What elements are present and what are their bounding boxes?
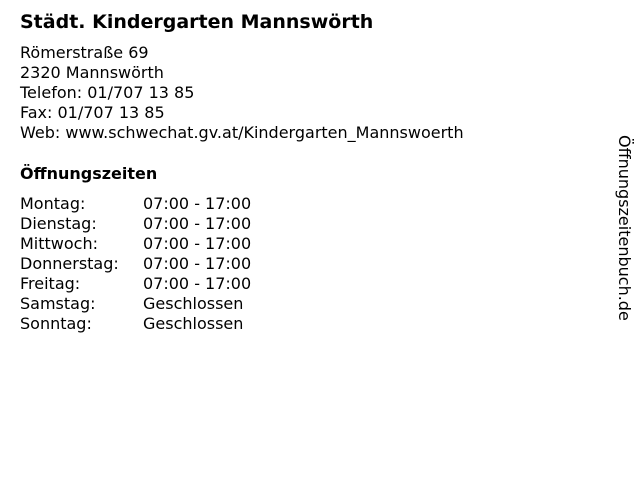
- day: Samstag:: [20, 294, 96, 313]
- web: Web: www.schwechat.gv.at/Kindergarten_Ma…: [20, 123, 464, 142]
- day: Sonntag:: [20, 314, 92, 333]
- watermark: Öffnungszeitenbuch.de: [615, 135, 634, 321]
- day: Donnerstag:: [20, 254, 119, 273]
- day: Montag:: [20, 194, 86, 213]
- time: 07:00 - 17:00: [143, 274, 252, 293]
- time: Geschlossen: [143, 294, 244, 313]
- street: Römerstraße 69: [20, 43, 149, 62]
- city: 2320 Mannswörth: [20, 63, 164, 82]
- phone: Telefon: 01/707 13 85: [20, 83, 195, 102]
- day: Freitag:: [20, 274, 81, 293]
- time: 07:00 - 17:00: [143, 234, 252, 253]
- hours-heading: Öffnungszeiten: [20, 164, 158, 183]
- fax: Fax: 01/707 13 85: [20, 103, 165, 122]
- day: Dienstag:: [20, 214, 97, 233]
- time: 07:00 - 17:00: [143, 194, 252, 213]
- day: Mittwoch:: [20, 234, 98, 253]
- time: 07:00 - 17:00: [143, 254, 252, 273]
- time: Geschlossen: [143, 314, 244, 333]
- address-block: Römerstraße 69 2320 Mannswörth Telefon: …: [20, 43, 464, 143]
- time: 07:00 - 17:00: [143, 214, 252, 233]
- page-title: Städt. Kindergarten Mannswörth: [20, 11, 374, 33]
